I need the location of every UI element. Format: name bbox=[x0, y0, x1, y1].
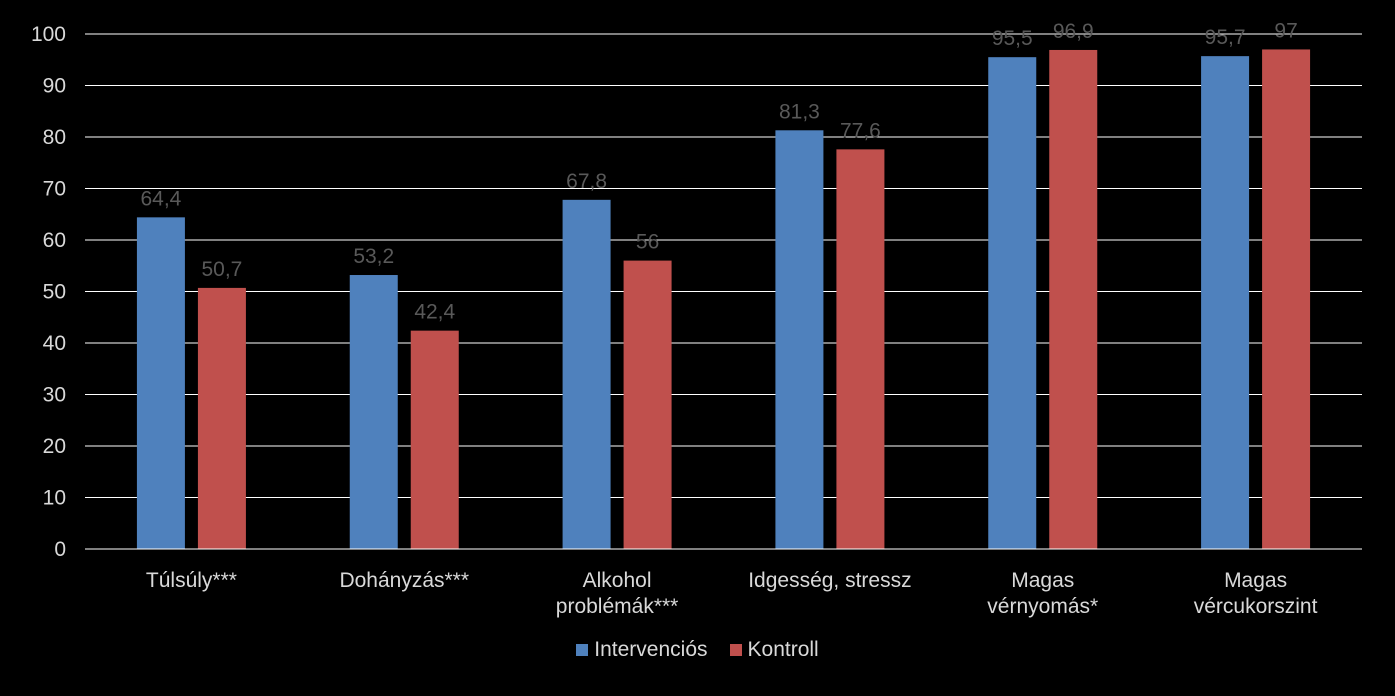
grid-lines bbox=[85, 33, 1362, 498]
y-tick-label: 60 bbox=[43, 229, 66, 252]
data-label-series-0-cat-5: 95,7 bbox=[1205, 26, 1246, 49]
bar-series-0-cat-0 bbox=[136, 217, 185, 549]
category-label: Alkohol problémák*** bbox=[556, 569, 679, 618]
legend-swatch-series-0 bbox=[576, 644, 589, 656]
y-tick-label: 20 bbox=[43, 435, 66, 458]
y-tick-label: 80 bbox=[43, 126, 66, 149]
category-label: Idgesség, stressz bbox=[748, 569, 911, 592]
data-label-series-0-cat-2: 67,8 bbox=[566, 170, 607, 193]
y-axis-tick-labels: 0 10 20 30 40 50 60 70 80 90 100 bbox=[31, 23, 66, 561]
legend-label-series-0: Intervenciós bbox=[594, 638, 708, 661]
legend-item-series-1: Kontroll bbox=[729, 638, 819, 662]
category-label: Dohányzás*** bbox=[339, 569, 469, 592]
y-tick-label: 100 bbox=[31, 23, 66, 46]
bars bbox=[136, 49, 1311, 550]
legend-swatch-series-1 bbox=[729, 644, 742, 656]
category-labels: Túlsúly*** Dohányzás*** Alkohol problémák**… bbox=[146, 569, 1318, 618]
bar-series-0-cat-5 bbox=[1201, 56, 1250, 550]
bar-series-0-cat-2 bbox=[562, 199, 611, 549]
y-tick-label: 90 bbox=[43, 75, 66, 98]
y-tick-label: 10 bbox=[43, 487, 66, 510]
bar-series-0-cat-4 bbox=[988, 57, 1037, 550]
data-labels: 64,4 50,7 53,2 42,4 67,8 56 81,3 77,6 95,5 96,9 95… bbox=[140, 19, 1297, 323]
data-label-series-1-cat-3: 77,6 bbox=[840, 119, 881, 142]
data-label-series-1-cat-5: 97 bbox=[1274, 19, 1297, 42]
data-label-series-1-cat-0: 50,7 bbox=[201, 258, 242, 281]
y-tick-label: 40 bbox=[43, 332, 66, 355]
bar-series-1-cat-5 bbox=[1262, 49, 1311, 549]
data-label-series-1-cat-2: 56 bbox=[636, 231, 659, 254]
bar-series-1-cat-3 bbox=[836, 149, 885, 550]
legend-label-series-1: Kontroll bbox=[747, 638, 819, 661]
data-label-series-0-cat-4: 95,5 bbox=[992, 27, 1033, 50]
data-label-series-0-cat-3: 81,3 bbox=[779, 100, 820, 123]
legend: Intervenciós Kontroll bbox=[0, 638, 1395, 662]
data-label-series-1-cat-4: 96,9 bbox=[1053, 20, 1094, 43]
data-label-series-1-cat-1: 42,4 bbox=[414, 301, 455, 324]
bar-series-1-cat-0 bbox=[197, 287, 246, 549]
y-tick-label: 30 bbox=[43, 384, 66, 407]
legend-item-series-0: Intervenciós bbox=[576, 638, 708, 662]
bar-series-1-cat-4 bbox=[1049, 49, 1098, 550]
data-label-series-0-cat-1: 53,2 bbox=[353, 245, 394, 268]
category-label: Túlsúly*** bbox=[146, 569, 237, 592]
category-label: Magas vérnyomás* bbox=[987, 569, 1098, 618]
bar-series-1-cat-1 bbox=[410, 330, 459, 549]
y-tick-label: 0 bbox=[54, 538, 66, 561]
category-label: Magas vércukorszint bbox=[1194, 569, 1318, 618]
bar-series-0-cat-1 bbox=[349, 275, 398, 549]
y-tick-label: 70 bbox=[43, 178, 66, 201]
bar-series-1-cat-2 bbox=[623, 260, 672, 549]
y-tick-label: 50 bbox=[43, 281, 66, 304]
bar-series-0-cat-3 bbox=[775, 130, 824, 549]
data-label-series-0-cat-0: 64,4 bbox=[140, 187, 181, 210]
